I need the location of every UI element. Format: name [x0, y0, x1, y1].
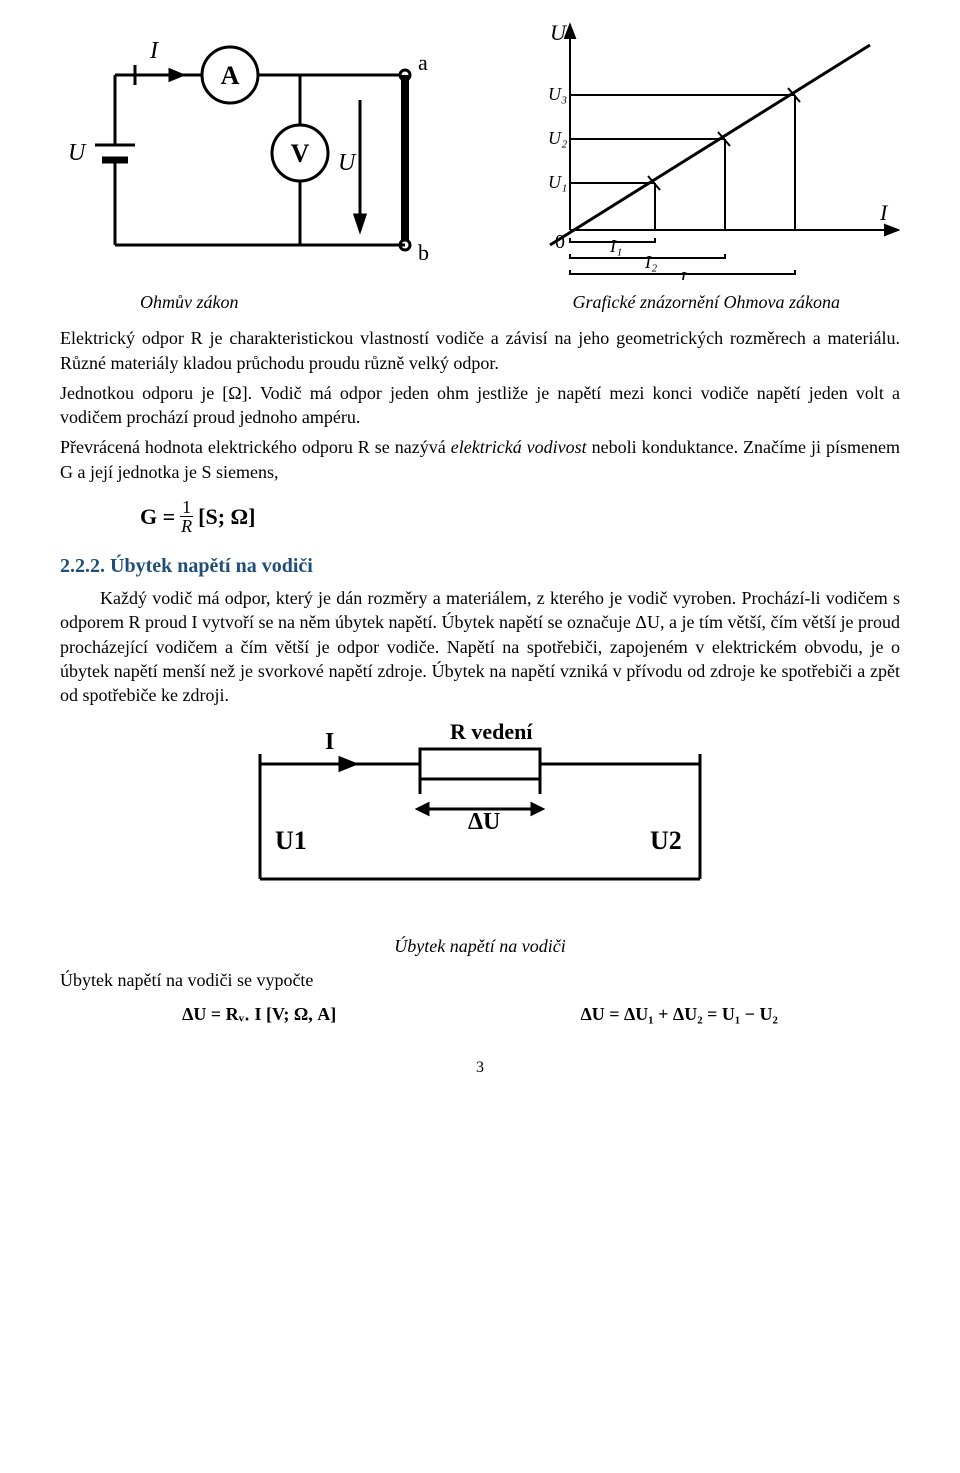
figure-captions: Ohmův zákon Grafické znázornění Ohmova z…: [60, 290, 900, 314]
svg-text:I₁: I₁: [609, 236, 622, 256]
caption-graph: Grafické znázornění Ohmova zákona: [573, 290, 900, 314]
calc-intro-line: Úbytek napětí na vodiči se vypočte: [60, 968, 900, 992]
svg-text:U: U: [68, 140, 87, 166]
paragraph-conductance: Převrácená hodnota elektrického odporu R…: [60, 435, 900, 484]
paragraph-intro: Elektrický odpor R je charakteristickou …: [60, 326, 900, 375]
svg-text:b: b: [418, 240, 429, 265]
svg-text:R vedení: R vedení: [450, 719, 533, 744]
svg-text:I: I: [149, 38, 159, 64]
svg-text:U₁: U₁: [548, 172, 567, 192]
formula-fraction: 1 R: [179, 498, 194, 535]
top-figure-row: I A a b U: [60, 20, 900, 280]
svg-text:V: V: [291, 139, 310, 168]
svg-text:I: I: [325, 729, 334, 755]
caption-voltage-drop: Úbytek napětí na vodiči: [60, 934, 900, 958]
ohm-graph-diagram: U I 0 U₁ U₂ U₃ I₁: [500, 20, 900, 280]
paragraph-voltage-drop: Každý vodič má odpor, který je dán rozmě…: [60, 586, 900, 707]
equation-right: ΔU = ΔU₁ + ΔU₂ = U₁ − U₂: [580, 1002, 777, 1026]
unit-text: Jednotkou odporu je [Ω]. Vodič má odpor …: [60, 383, 900, 427]
svg-text:U₃: U₃: [548, 84, 567, 104]
svg-text:U1: U1: [275, 826, 307, 855]
formula-lhs: G =: [140, 502, 175, 532]
svg-text:U₂: U₂: [548, 128, 567, 148]
svg-text:I₂: I₂: [644, 252, 657, 272]
ohm-circuit-diagram: I A a b U: [60, 20, 460, 280]
section-heading-222: 2.2.2. Úbytek napětí na vodiči: [60, 553, 900, 580]
svg-text:U: U: [550, 20, 568, 45]
paragraph-unit: Jednotkou odporu je [Ω]. Vodič má odpor …: [60, 381, 900, 430]
svg-text:U: U: [338, 150, 357, 176]
svg-text:U2: U2: [650, 826, 682, 855]
formula-unit: [S; Ω]: [198, 502, 255, 532]
svg-text:ΔU: ΔU: [468, 809, 500, 835]
equation-row: ΔU = Rᵥ․ I [V; Ω, A] ΔU = ΔU₁ + ΔU₂ = U₁…: [60, 1002, 900, 1026]
formula-conductance: G = 1 R [S; Ω]: [140, 498, 900, 535]
equation-left: ΔU = Rᵥ․ I [V; Ω, A]: [182, 1002, 336, 1026]
svg-text:A: A: [221, 61, 240, 90]
svg-text:a: a: [418, 50, 428, 75]
voltage-drop-figure-wrap: I R vedení ΔU U1 U2: [60, 714, 900, 920]
svg-text:I: I: [879, 200, 889, 225]
voltage-drop-diagram: I R vedení ΔU U1 U2: [220, 714, 740, 914]
caption-ohm: Ohmův zákon: [60, 290, 238, 314]
page-number: 3: [60, 1057, 900, 1079]
